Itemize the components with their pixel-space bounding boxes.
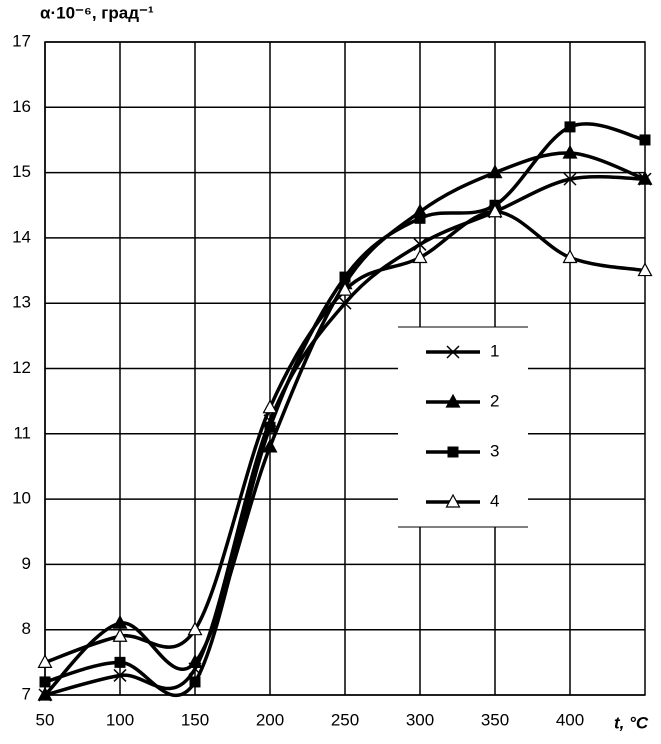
series-line (44, 210, 646, 665)
marker-stroke (113, 668, 127, 682)
y-tick-label: 11 (13, 423, 31, 442)
data-point (187, 621, 203, 636)
x-tick-label: 400 (556, 710, 584, 729)
x-tick-label: 50 (36, 710, 55, 729)
data-point (637, 170, 653, 185)
y-tick-label: 15 (12, 162, 31, 181)
data-point (338, 296, 352, 310)
data-point (187, 654, 203, 668)
y-tick-label: 10 (12, 489, 31, 508)
data-point (264, 421, 276, 433)
data-point (262, 438, 278, 453)
marker-stroke (338, 296, 352, 310)
legend-label: 4 (490, 491, 499, 510)
y-tick-label: 16 (12, 97, 31, 116)
data-point (112, 627, 128, 642)
data-point (339, 271, 351, 283)
data-point (562, 249, 578, 264)
data-point (189, 676, 201, 688)
data-point (414, 212, 426, 224)
data-point (113, 668, 127, 682)
data-point (487, 164, 503, 179)
x-tick-label: 250 (331, 710, 359, 729)
data-point (564, 121, 576, 133)
y-tick-label: 17 (12, 31, 31, 50)
y-tick-label: 12 (12, 358, 31, 377)
data-point (37, 654, 53, 668)
data-point (262, 399, 278, 414)
x-axis-label: t, °C (614, 713, 649, 732)
legend-marker (447, 446, 459, 458)
x-tick-label: 100 (106, 710, 134, 729)
legend-label: 2 (490, 391, 499, 410)
data-point (563, 172, 577, 186)
data-point (39, 676, 51, 688)
marker-stroke (413, 237, 427, 251)
legend-marker (446, 345, 460, 359)
data-point (487, 203, 503, 218)
y-tick-label: 8 (22, 619, 31, 638)
y-axis-label: α·10⁻⁶, град⁻¹ (40, 3, 154, 22)
marker-stroke (563, 172, 577, 186)
data-point (639, 134, 651, 146)
x-tick-label: 200 (256, 710, 284, 729)
x-tick-label: 150 (181, 710, 209, 729)
legend-box (398, 327, 528, 527)
data-point (562, 144, 578, 159)
series-line (44, 122, 646, 698)
data-point (37, 686, 53, 701)
data-point (114, 656, 126, 668)
legend-marker (445, 493, 461, 508)
y-tick-label: 9 (22, 554, 31, 573)
series-line (43, 151, 646, 697)
x-tick-label: 350 (481, 710, 509, 729)
marker-stroke (446, 345, 460, 359)
y-tick-label: 7 (22, 684, 31, 703)
data-point (637, 262, 653, 277)
legend-label: 3 (490, 441, 499, 460)
legend-label: 1 (490, 341, 499, 360)
data-point (413, 237, 427, 251)
data-point (412, 249, 428, 264)
legend-marker (445, 393, 461, 408)
y-tick-label: 14 (12, 227, 31, 246)
y-tick-label: 13 (12, 293, 31, 312)
data-point (337, 281, 353, 296)
x-tick-label: 300 (406, 710, 434, 729)
